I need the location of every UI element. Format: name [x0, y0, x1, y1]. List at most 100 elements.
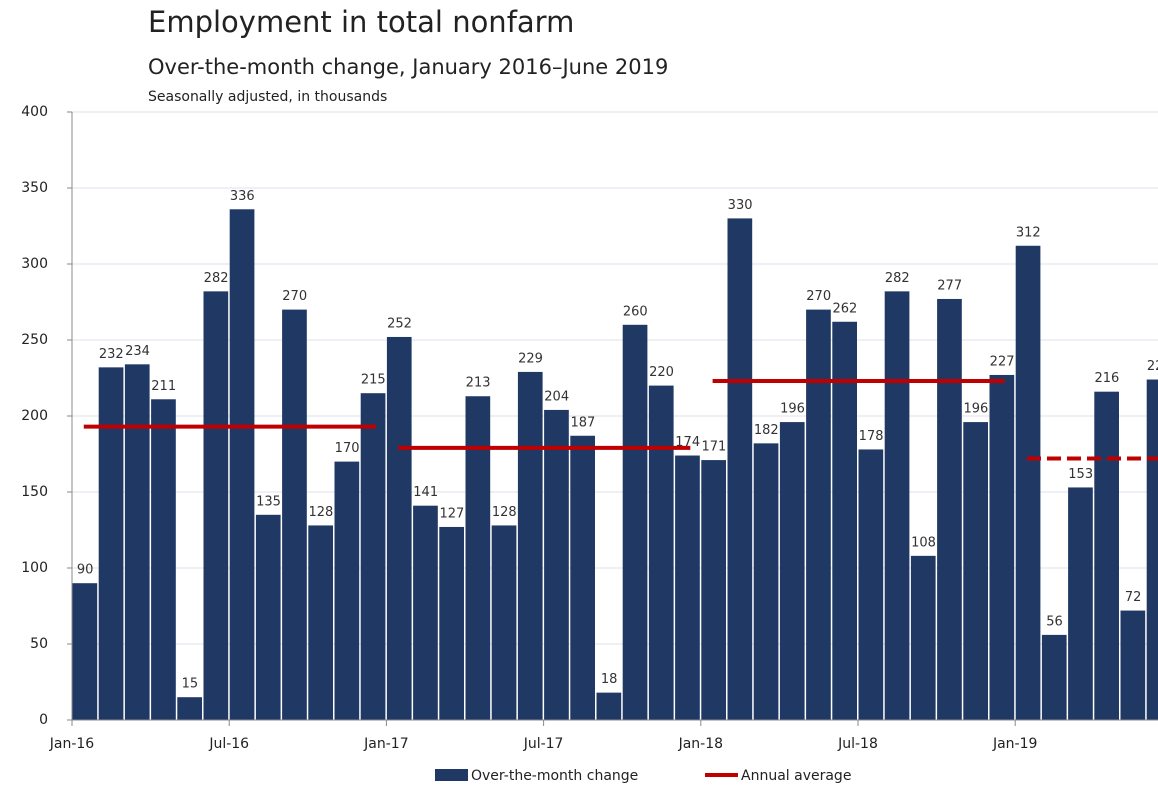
bar: [1094, 391, 1119, 720]
data-label: 56: [1046, 614, 1063, 629]
data-label: 282: [204, 271, 229, 286]
bar: [1068, 487, 1093, 720]
y-tick-label: 300: [21, 256, 48, 272]
legend-swatch: [435, 769, 468, 781]
bar: [937, 298, 962, 720]
bar: [203, 291, 229, 720]
bar: [570, 435, 595, 720]
data-label: 187: [570, 415, 595, 430]
bar: [648, 385, 674, 720]
data-label: 260: [623, 304, 648, 319]
data-label: 282: [885, 271, 910, 286]
bar: [806, 309, 831, 720]
x-tick-label: Jul-17: [523, 736, 564, 752]
data-label: 178: [859, 429, 884, 444]
bar: [596, 692, 622, 720]
bar: [963, 422, 988, 720]
x-tick-label: Jul-18: [837, 736, 878, 752]
bar: [98, 367, 124, 720]
y-tick-label: 100: [21, 560, 48, 576]
bar: [884, 291, 910, 720]
data-label: 216: [1094, 371, 1119, 386]
bar: [386, 336, 412, 720]
y-tick-label: 250: [21, 332, 48, 348]
data-label: 330: [728, 198, 753, 213]
x-tick-label: Jul-16: [208, 736, 249, 752]
y-tick-label: 50: [30, 636, 48, 652]
bar: [413, 505, 438, 720]
data-label: 127: [439, 506, 464, 521]
x-tick-label: Jan-16: [49, 736, 95, 752]
bar: [360, 393, 386, 720]
bar: [910, 555, 936, 720]
bar: [622, 324, 648, 720]
bar: [465, 396, 491, 720]
data-label: 336: [230, 189, 255, 204]
x-tick-label: Jan-19: [992, 736, 1037, 752]
y-tick-label: 400: [21, 104, 48, 120]
data-label: 312: [1016, 225, 1041, 240]
data-label: 220: [649, 365, 674, 380]
y-tick-label: 200: [21, 408, 48, 424]
bar: [491, 525, 517, 720]
bar: [308, 525, 333, 720]
data-label: 72: [1125, 590, 1142, 605]
data-label: 277: [937, 278, 962, 293]
data-label: 128: [492, 505, 517, 520]
chart-subtitle: Over-the-month change, January 2016–June…: [148, 55, 668, 79]
data-label: 252: [387, 316, 412, 331]
bar: [177, 697, 202, 720]
legend-label: Annual average: [741, 768, 851, 784]
bar: [858, 449, 884, 720]
bar: [1120, 610, 1146, 720]
data-label: 15: [182, 677, 199, 692]
data-label: 170: [335, 441, 360, 456]
y-tick-label: 150: [21, 484, 48, 500]
data-label: 204: [544, 389, 569, 404]
data-label: 234: [125, 344, 150, 359]
bar: [229, 209, 255, 720]
bar: [1146, 379, 1158, 720]
data-label: 153: [1068, 467, 1093, 482]
data-label: 196: [963, 402, 988, 417]
data-label: 196: [780, 402, 805, 417]
data-label: 135: [256, 494, 281, 509]
data-label: 18: [601, 672, 618, 687]
y-tick-label: 0: [39, 712, 48, 728]
bar: [753, 443, 779, 720]
data-label: 141: [413, 485, 438, 500]
bar: [1041, 634, 1067, 720]
data-label: 128: [308, 505, 333, 520]
bar: [989, 374, 1015, 720]
bar: [832, 321, 857, 720]
bar: [701, 460, 726, 720]
data-label: 229: [518, 351, 543, 366]
bar: [255, 514, 281, 720]
bar: [544, 409, 569, 720]
data-label: 232: [99, 347, 124, 362]
bar: [675, 455, 700, 720]
bar: [151, 399, 176, 720]
legend-label: Over-the-month change: [471, 768, 638, 784]
chart-note: Seasonally adjusted, in thousands: [148, 89, 387, 105]
bar: [517, 371, 543, 720]
bar: [72, 583, 98, 720]
bar: [124, 364, 150, 720]
data-label: 182: [754, 423, 779, 438]
x-tick-label: Jan-17: [363, 736, 408, 752]
data-label: 108: [911, 535, 936, 550]
data-label: 215: [361, 373, 386, 388]
data-label: 90: [77, 563, 94, 578]
data-label: 171: [701, 440, 726, 455]
chart-title: Employment in total nonfarm: [148, 5, 574, 39]
data-label: 213: [466, 376, 491, 391]
x-tick-label: Jan-18: [678, 736, 723, 752]
bar: [727, 218, 753, 720]
bar: [282, 309, 307, 720]
data-label: 224: [1147, 359, 1158, 374]
data-label: 262: [832, 301, 857, 316]
data-label: 270: [806, 289, 831, 304]
bar: [439, 526, 464, 720]
y-tick-label: 350: [21, 180, 48, 196]
data-label: 270: [282, 289, 307, 304]
